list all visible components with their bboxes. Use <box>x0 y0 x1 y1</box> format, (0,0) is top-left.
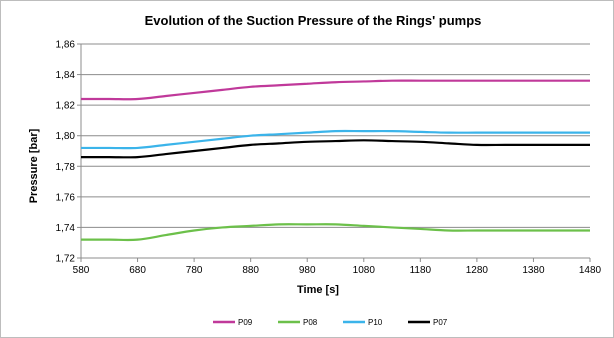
y-tick-label: 1,72 <box>56 254 76 265</box>
legend-item-p09: P09 <box>213 318 253 327</box>
chart-title: Evolution of the Suction Pressure of the… <box>145 13 482 28</box>
x-tick-label: 880 <box>242 265 259 276</box>
x-tick-labels: 580 680 780 880 980 1080 1180 1280 1380 1480 <box>73 258 602 276</box>
series-line-p08 <box>81 223 590 242</box>
y-tick-label: 1,78 <box>56 162 76 173</box>
series-lines <box>80 79 590 242</box>
x-tick-label: 980 <box>299 265 316 276</box>
legend-label: P08 <box>303 318 318 327</box>
y-tick-labels: 1,72 1,74 1,76 1,78 1,80 1,82 1,84 1,86 <box>56 40 81 265</box>
y-tick-label: 1,86 <box>56 40 76 51</box>
series-line-p10 <box>81 129 590 150</box>
y-axis-label: Pressure [bar] <box>28 128 40 203</box>
x-tick-label: 1180 <box>410 265 432 276</box>
legend-item-p10: P10 <box>343 318 383 327</box>
x-axis-label: Time [s] <box>297 284 339 296</box>
x-tick-label: 1080 <box>353 265 376 276</box>
y-tick-label: 1,74 <box>56 223 76 234</box>
legend: P09 P08 P10 P07 <box>213 318 448 327</box>
series-line-p09 <box>80 79 590 101</box>
x-tick-label: 1280 <box>466 265 489 276</box>
y-tick-label: 1,80 <box>56 131 76 142</box>
gridlines <box>81 43 590 259</box>
y-tick-label: 1,82 <box>56 101 76 112</box>
x-tick-label: 680 <box>129 265 146 276</box>
x-tick-label: 580 <box>73 265 90 276</box>
x-tick-label: 1480 <box>579 265 602 276</box>
axes <box>80 44 590 259</box>
x-tick-label: 1380 <box>522 265 545 276</box>
x-tick-label: 780 <box>186 265 203 276</box>
y-tick-label: 1,76 <box>56 192 76 203</box>
legend-label: P09 <box>238 318 253 327</box>
legend-item-p07: P07 <box>408 318 448 327</box>
legend-label: P07 <box>433 318 448 327</box>
legend-label: P10 <box>368 318 383 327</box>
series-line-p07 <box>80 139 590 159</box>
legend-item-p08: P08 <box>278 318 318 327</box>
y-tick-label: 1,84 <box>56 70 76 81</box>
